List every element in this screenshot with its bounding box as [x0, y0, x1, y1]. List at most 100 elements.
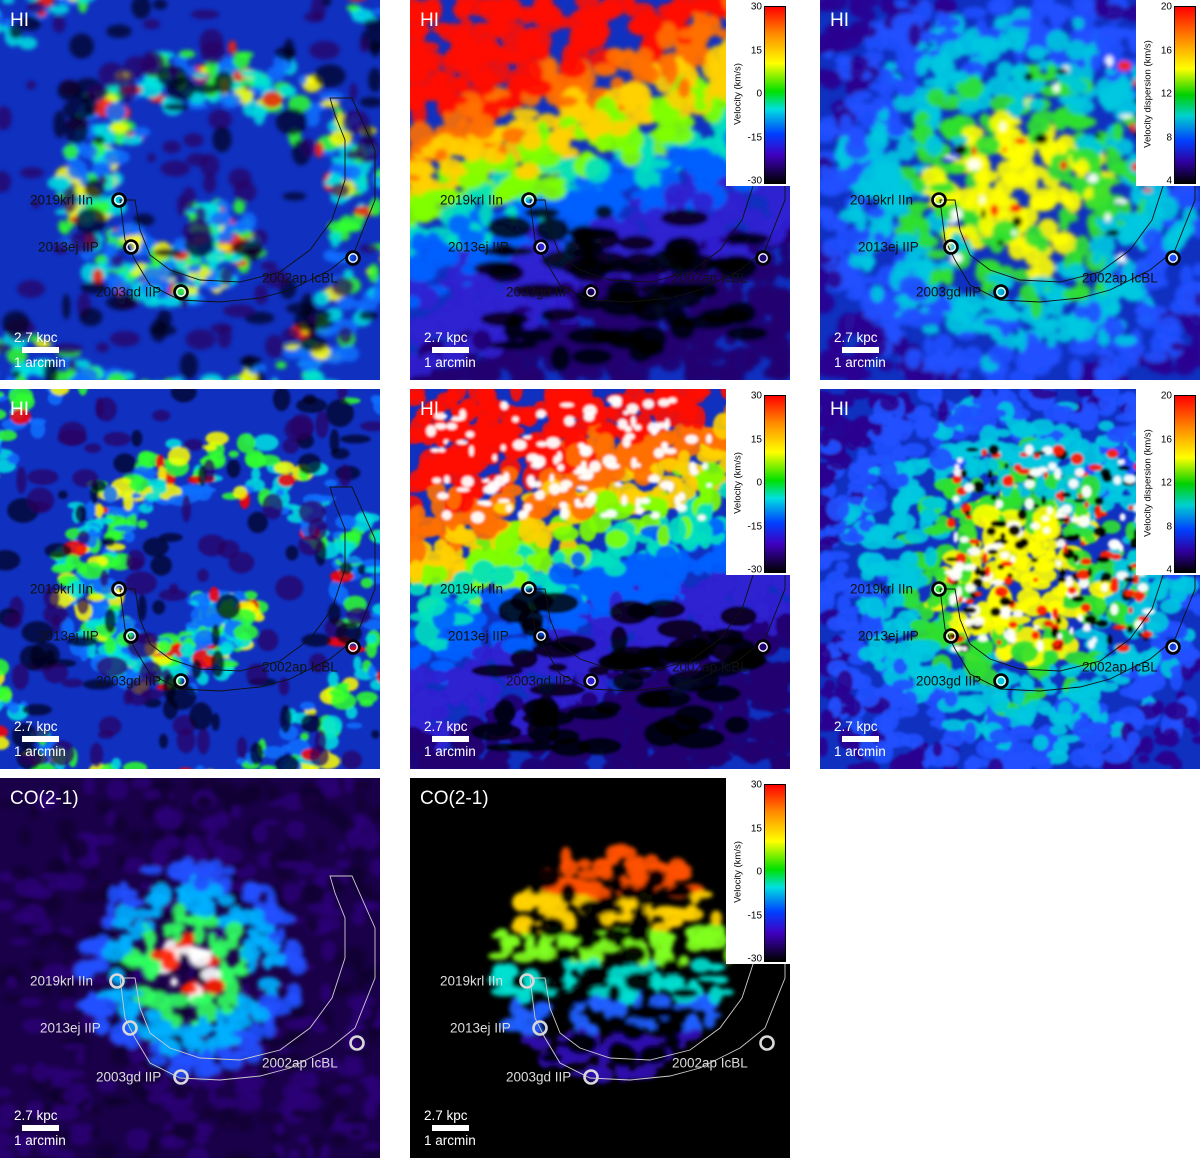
map-panel-6: HI 2019krl IIn 2013ej IIP 2003gd IIP 2002ap … — [820, 389, 1200, 769]
panel-tag: HI — [10, 399, 29, 420]
supernova-label-4: 2002ap IcBL — [1082, 659, 1158, 675]
supernova-marker-2 — [533, 628, 549, 644]
scale-bar: 2.7 kpc 1 arcmin — [14, 719, 66, 759]
supernova-label-3: 2003gd IIP — [506, 673, 572, 689]
scale-bar: 2.7 kpc 1 arcmin — [834, 719, 886, 759]
supernova-label-2: 2013ej IIP — [38, 239, 99, 255]
scale-bar-line — [22, 736, 59, 742]
colorbar-tick: 4 — [1166, 564, 1172, 576]
colorbar: 30 15 0 -15 -30 Velocity (km/s) — [726, 778, 790, 965]
colorbar: 20 16 12 8 4 Velocity dispersion (km/s) — [1136, 0, 1200, 187]
panel-tag: HI — [420, 399, 439, 420]
supernova-label-3: 2003gd IIP — [96, 284, 162, 300]
supernova-label-2: 2013ej IIP — [858, 239, 919, 255]
supernova-marker-2 — [123, 239, 139, 255]
supernova-marker-1 — [521, 581, 537, 597]
supernova-marker-2 — [943, 628, 959, 644]
colorbar: 20 16 12 8 4 Velocity dispersion (km/s) — [1136, 389, 1200, 576]
scale-bar-line — [22, 347, 59, 353]
colorbar-tick: 15 — [750, 45, 762, 56]
supernova-marker-4 — [345, 639, 361, 655]
supernova-label-4: 2002ap IcBL — [672, 659, 748, 675]
supernova-marker-2 — [122, 1020, 138, 1036]
supernova-marker-4 — [349, 1035, 365, 1051]
supernova-marker-3 — [583, 673, 599, 689]
supernova-marker-4 — [1165, 639, 1181, 655]
colorbar-tick: 15 — [750, 434, 762, 445]
panel-tag: HI — [10, 10, 29, 31]
supernova-marker-1 — [521, 192, 537, 208]
region-outline — [119, 875, 376, 1081]
scale-bar-kpc: 2.7 kpc — [424, 330, 468, 345]
scale-bar-kpc: 2.7 kpc — [14, 1108, 58, 1123]
map-panel-1: HI 2019krl IIn 2013ej IIP 2003gd IIP 2002ap … — [0, 0, 380, 380]
supernova-label-1: 2019krl IIn — [440, 973, 504, 989]
scale-bar-arcmin: 1 arcmin — [834, 744, 886, 759]
supernova-label-2: 2013ej IIP — [40, 1020, 101, 1036]
supernova-marker-2 — [533, 239, 549, 255]
colorbar-tick: 30 — [750, 1, 762, 13]
supernova-label-1: 2019krl IIn — [30, 192, 94, 208]
supernova-marker-1 — [111, 581, 127, 597]
colorbar-tick: 0 — [756, 88, 762, 100]
map-image — [410, 0, 790, 380]
supernova-marker-4 — [755, 639, 771, 655]
supernova-label-3: 2003gd IIP — [96, 1069, 162, 1085]
colorbar-title: Velocity dispersion (km/s) — [1142, 429, 1154, 537]
supernova-label-4: 2002ap IcBL — [672, 270, 748, 286]
supernova-label-2: 2013ej IIP — [448, 239, 509, 255]
supernova-marker-3 — [993, 284, 1009, 300]
supernova-marker-2 — [123, 628, 139, 644]
map-panel-8: CO(2-1) 2019krl IIn 2013ej IIP 2003gd IIP 20… — [410, 778, 790, 1158]
scale-bar-arcmin: 1 arcmin — [424, 1133, 476, 1148]
scale-bar-kpc: 2.7 kpc — [14, 330, 58, 345]
colorbar-tick: 30 — [750, 390, 762, 402]
scale-bar: 2.7 kpc 1 arcmin — [14, 330, 66, 370]
supernova-marker-3 — [173, 673, 189, 689]
supernova-marker-1 — [109, 973, 125, 989]
supernova-marker-3 — [583, 284, 599, 300]
supernova-marker-4 — [755, 250, 771, 266]
colorbar-tick: 4 — [1166, 175, 1172, 187]
colorbar-tick: -15 — [747, 910, 762, 921]
colorbar-tick: 15 — [750, 823, 762, 834]
scale-bar-line — [842, 736, 879, 742]
colorbar: 30 15 0 -15 -30 Velocity (km/s) — [726, 0, 790, 187]
colorbar-tick: 16 — [1160, 45, 1172, 56]
map-panel-3: HI 2019krl IIn 2013ej IIP 2003gd IIP 2002ap … — [820, 0, 1200, 380]
colorbar-tick: -15 — [747, 521, 762, 532]
supernova-label-1: 2019krl IIn — [30, 581, 94, 597]
panel-tag: CO(2-1) — [420, 788, 489, 809]
map-panel-7: CO(2-1) 2019krl IIn 2013ej IIP 2003gd IIP 20… — [0, 778, 380, 1158]
scale-bar-arcmin: 1 arcmin — [424, 355, 476, 370]
supernova-marker-3 — [173, 1069, 189, 1085]
map-panel-2: HI 2019krl IIn 2013ej IIP 2003gd IIP 2002ap … — [410, 0, 790, 380]
panel-tag: HI — [420, 10, 439, 31]
colorbar-tick: -30 — [747, 175, 762, 187]
colorbar-gradient — [764, 6, 786, 184]
supernova-label-1: 2019krl IIn — [440, 192, 504, 208]
scale-bar-arcmin: 1 arcmin — [14, 355, 66, 370]
colorbar-gradient — [1174, 6, 1196, 184]
supernova-marker-1 — [931, 581, 947, 597]
panel-tag: HI — [830, 10, 849, 31]
colorbar-gradient — [1174, 395, 1196, 573]
scale-bar-kpc: 2.7 kpc — [834, 330, 878, 345]
scale-bar-kpc: 2.7 kpc — [424, 1108, 468, 1123]
scale-bar-kpc: 2.7 kpc — [834, 719, 878, 734]
scale-bar-line — [432, 1125, 469, 1131]
colorbar-tick: -15 — [747, 132, 762, 143]
supernova-marker-1 — [519, 973, 535, 989]
supernova-label-3: 2003gd IIP — [506, 1069, 572, 1085]
scale-bar-arcmin: 1 arcmin — [14, 1133, 66, 1148]
scale-bar: 2.7 kpc 1 arcmin — [424, 330, 476, 370]
map-image — [0, 778, 380, 1158]
supernova-label-4: 2002ap IcBL — [672, 1055, 748, 1071]
supernova-marker-3 — [173, 284, 189, 300]
map-panel-5: HI 2019krl IIn 2013ej IIP 2003gd IIP 2002ap … — [410, 389, 790, 769]
scale-bar-line — [432, 347, 469, 353]
supernova-label-3: 2003gd IIP — [96, 673, 162, 689]
supernova-label-4: 2002ap IcBL — [1082, 270, 1158, 286]
supernova-label-2: 2013ej IIP — [450, 1020, 511, 1036]
scale-bar-line — [22, 1125, 59, 1131]
